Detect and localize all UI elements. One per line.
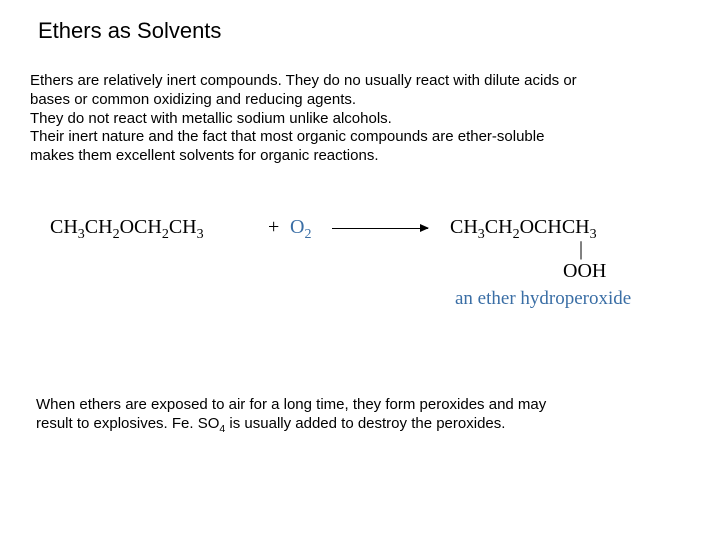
footnote-paragraph: When ethers are exposed to air for a lon… <box>36 396 684 436</box>
product-top: CH3CH2OCHCH3 <box>450 216 597 243</box>
slide-title: Ethers as Solvents <box>38 18 690 44</box>
reactant-o2: O2 <box>290 216 311 243</box>
body-paragraph: Ethers are relatively inert compounds. T… <box>30 72 690 166</box>
body-line-1: Ethers are relatively inert compounds. T… <box>30 72 577 89</box>
product-caption: an ether hydroperoxide <box>455 288 631 310</box>
body-line-5: makes them excellent solvents for organi… <box>30 147 379 164</box>
product-ooh: OOH <box>563 260 606 283</box>
plus-sign: + <box>268 216 279 239</box>
body-line-2: bases or common oxidizing and reducing a… <box>30 91 356 108</box>
reaction-arrow-icon <box>332 228 428 229</box>
body-line-4: Their inert nature and the fact that mos… <box>30 128 544 145</box>
reaction-diagram: CH3CH2OCH2CH3 + O2 CH3CH2OCHCH3 | OOH an… <box>50 206 670 326</box>
slide: Ethers as Solvents Ethers are relatively… <box>0 0 720 540</box>
footnote-line-1: When ethers are exposed to air for a lon… <box>36 396 546 413</box>
footnote-line-2: result to explosives. Fe. SO4 is usually… <box>36 415 505 432</box>
body-line-3: They do not react with metallic sodium u… <box>30 110 392 127</box>
reactant-ether: CH3CH2OCH2CH3 <box>50 216 204 243</box>
product-bond-bar: | <box>579 238 583 261</box>
